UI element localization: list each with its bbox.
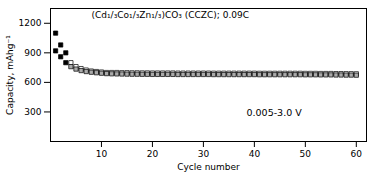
svg-text:(Cd₁/₃Co₁/₃Zn₁/₃)CO₃ (CCZC); 0: (Cd₁/₃Co₁/₃Zn₁/₃)CO₃ (CCZC); 0.09C bbox=[92, 10, 250, 20]
svg-text:10: 10 bbox=[96, 149, 108, 159]
svg-text:1200: 1200 bbox=[19, 18, 42, 28]
svg-text:20: 20 bbox=[147, 149, 159, 159]
svg-text:900: 900 bbox=[24, 48, 41, 58]
svg-text:40: 40 bbox=[249, 149, 261, 159]
svg-text:Cycle number: Cycle number bbox=[177, 162, 240, 172]
svg-text:600: 600 bbox=[24, 77, 41, 87]
svg-text:60: 60 bbox=[351, 149, 363, 159]
svg-text:Capacity, mAhg⁻¹: Capacity, mAhg⁻¹ bbox=[5, 35, 15, 115]
svg-text:0.005-3.0 V: 0.005-3.0 V bbox=[247, 107, 303, 118]
svg-text:50: 50 bbox=[300, 149, 312, 159]
svg-text:30: 30 bbox=[198, 149, 210, 159]
svg-text:300: 300 bbox=[24, 107, 41, 117]
